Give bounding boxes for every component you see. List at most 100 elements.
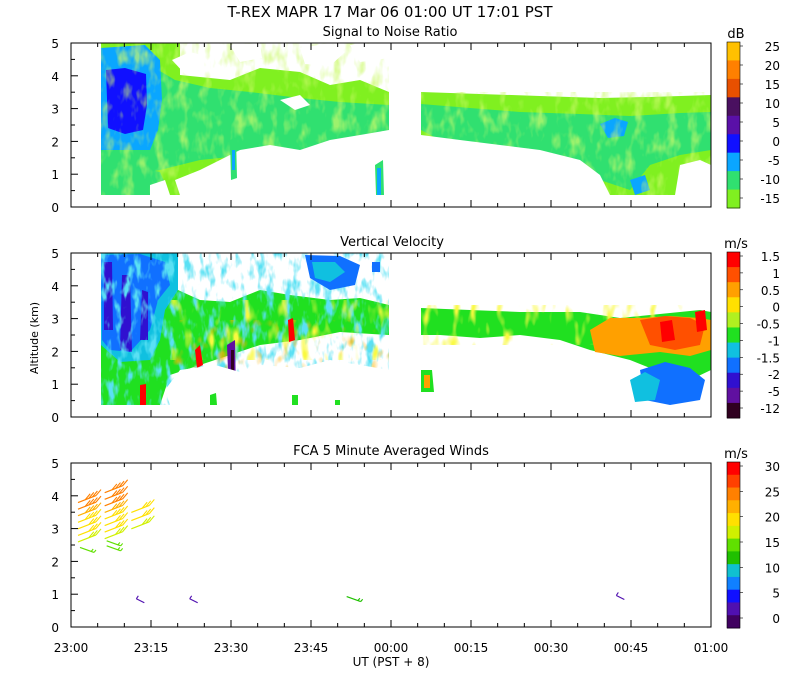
snr-left-segment bbox=[101, 43, 389, 195]
colorbar-swatch bbox=[727, 474, 740, 489]
colorbar-swatch bbox=[727, 327, 740, 344]
colorbar-label: 10 bbox=[765, 561, 780, 575]
colorbar-label: -5 bbox=[768, 154, 780, 168]
x-tick-label: 23:45 bbox=[294, 641, 329, 655]
x-tick-labels: 23:00 23:15 23:30 23:45 00:00 00:15 00:30 00:45… bbox=[54, 641, 729, 655]
colorbar-unit: m/s bbox=[724, 237, 748, 252]
x-tick-label: 00:30 bbox=[534, 641, 569, 655]
wind-barb bbox=[106, 545, 124, 552]
wind-barb bbox=[77, 495, 102, 510]
wind-barb bbox=[77, 528, 102, 543]
wind-barb bbox=[106, 540, 124, 547]
colorbar-swatch bbox=[727, 602, 740, 616]
vv-colorbar: m/s 1.5 1 0.5 0 -0.5 -1 -1.5 -2 -5 -12 bbox=[724, 237, 780, 419]
y-tick-label: 3 bbox=[51, 313, 59, 327]
colorbar-swatch bbox=[727, 500, 740, 514]
vv-white-holes-left bbox=[165, 360, 389, 405]
vv-left-segment bbox=[101, 253, 389, 405]
y-tick-label: 0 bbox=[51, 621, 59, 635]
vv-right-segment bbox=[421, 305, 711, 405]
colorbar-label: 15 bbox=[765, 78, 780, 92]
colorbar-swatch bbox=[727, 152, 740, 172]
x-tick-label: 00:15 bbox=[454, 641, 489, 655]
y-tick-label: 4 bbox=[51, 490, 59, 504]
x-tick-label: 23:15 bbox=[134, 641, 169, 655]
snr-field bbox=[101, 43, 711, 195]
colorbar-swatch bbox=[727, 189, 740, 209]
colorbar-swatch bbox=[727, 171, 740, 191]
wind-title: FCA 5 Minute Averaged Winds bbox=[293, 444, 489, 459]
x-tick-label: 23:00 bbox=[54, 641, 89, 655]
colorbar-frame bbox=[726, 251, 741, 419]
vv-cloud-top-cyan bbox=[312, 262, 345, 282]
wind-barb bbox=[104, 485, 129, 500]
colorbar-unit: dB bbox=[727, 27, 744, 42]
x-axis-label: UT (PST + 8) bbox=[353, 655, 430, 669]
wind-barb bbox=[104, 525, 129, 540]
colorbar-label: -1.5 bbox=[757, 351, 780, 365]
wind-barb bbox=[346, 596, 364, 603]
colorbar-label: 5 bbox=[772, 587, 780, 601]
wind-colorbar: m/s 30 25 20 15 10 5 0 bbox=[724, 447, 780, 629]
colorbar-swatch bbox=[727, 115, 740, 135]
colorbar-label: 0 bbox=[772, 301, 780, 315]
wind-barb bbox=[104, 479, 129, 494]
y-tick-label: 2 bbox=[51, 135, 59, 149]
snr-title: Signal to Noise Ratio bbox=[323, 25, 458, 40]
vv-panel: Vertical Velocity bbox=[51, 235, 780, 425]
wind-barb bbox=[79, 546, 97, 553]
colorbar-label: -10 bbox=[760, 173, 780, 187]
colorbar-swatch bbox=[727, 402, 740, 419]
colorbar-label: 1.5 bbox=[761, 250, 780, 264]
colorbar-label: 0.5 bbox=[761, 284, 780, 298]
colorbar-label: -2 bbox=[768, 368, 780, 382]
colorbar-swatch bbox=[727, 538, 740, 552]
colorbar-swatch bbox=[727, 487, 740, 501]
snr-axes: 0 1 2 3 4 5 bbox=[51, 37, 712, 215]
colorbar-swatch bbox=[727, 282, 740, 298]
wind-barb bbox=[104, 518, 129, 533]
colorbar-label: -12 bbox=[760, 402, 780, 416]
wind-barb bbox=[104, 505, 129, 520]
wind-barb bbox=[77, 489, 102, 504]
colorbar-swatch bbox=[727, 462, 740, 476]
wind-barb bbox=[104, 492, 129, 507]
colorbar-label: 30 bbox=[765, 460, 780, 474]
colorbar-label: -1 bbox=[768, 334, 780, 348]
colorbar-swatch bbox=[727, 372, 740, 389]
y-tick-label: 0 bbox=[51, 411, 59, 425]
colorbar-swatch bbox=[727, 615, 740, 629]
wind-barb bbox=[131, 507, 155, 522]
colorbar-label: 25 bbox=[765, 40, 780, 54]
vv-axes: 0 1 2 3 4 5 bbox=[51, 247, 712, 425]
colorbar-swatch bbox=[727, 342, 740, 359]
y-tick-label: 5 bbox=[51, 37, 59, 51]
colorbar-swatch bbox=[727, 60, 740, 80]
snr-white-holes-right bbox=[421, 135, 711, 195]
y-tick-label: 1 bbox=[51, 378, 59, 392]
vv-field bbox=[101, 253, 711, 405]
colorbar-label: 20 bbox=[765, 511, 780, 525]
y-tick-label: 0 bbox=[51, 201, 59, 215]
colorbar-swatch bbox=[727, 78, 740, 98]
colorbar-label: 0 bbox=[772, 135, 780, 149]
y-tick-label: 3 bbox=[51, 103, 59, 117]
x-tick-label: 00:45 bbox=[614, 641, 649, 655]
y-tick-label: 1 bbox=[51, 168, 59, 182]
colorbar-label: 1 bbox=[772, 267, 780, 281]
colorbar-label: 0 bbox=[772, 612, 780, 626]
colorbar-swatch bbox=[727, 297, 740, 313]
y-tick-label: 1 bbox=[51, 588, 59, 602]
colorbar-label: -0.5 bbox=[757, 318, 780, 332]
y-tick-label: 2 bbox=[51, 555, 59, 569]
wind-barb bbox=[189, 595, 198, 604]
wind-barb bbox=[77, 502, 102, 517]
colorbar-swatch bbox=[727, 357, 740, 374]
colorbar-swatch bbox=[727, 312, 740, 328]
colorbar-label: 5 bbox=[772, 116, 780, 130]
wind-barb bbox=[77, 508, 102, 523]
colorbar-swatch bbox=[727, 387, 740, 404]
y-tick-label: 4 bbox=[51, 70, 59, 84]
colorbar-swatch bbox=[727, 252, 740, 268]
